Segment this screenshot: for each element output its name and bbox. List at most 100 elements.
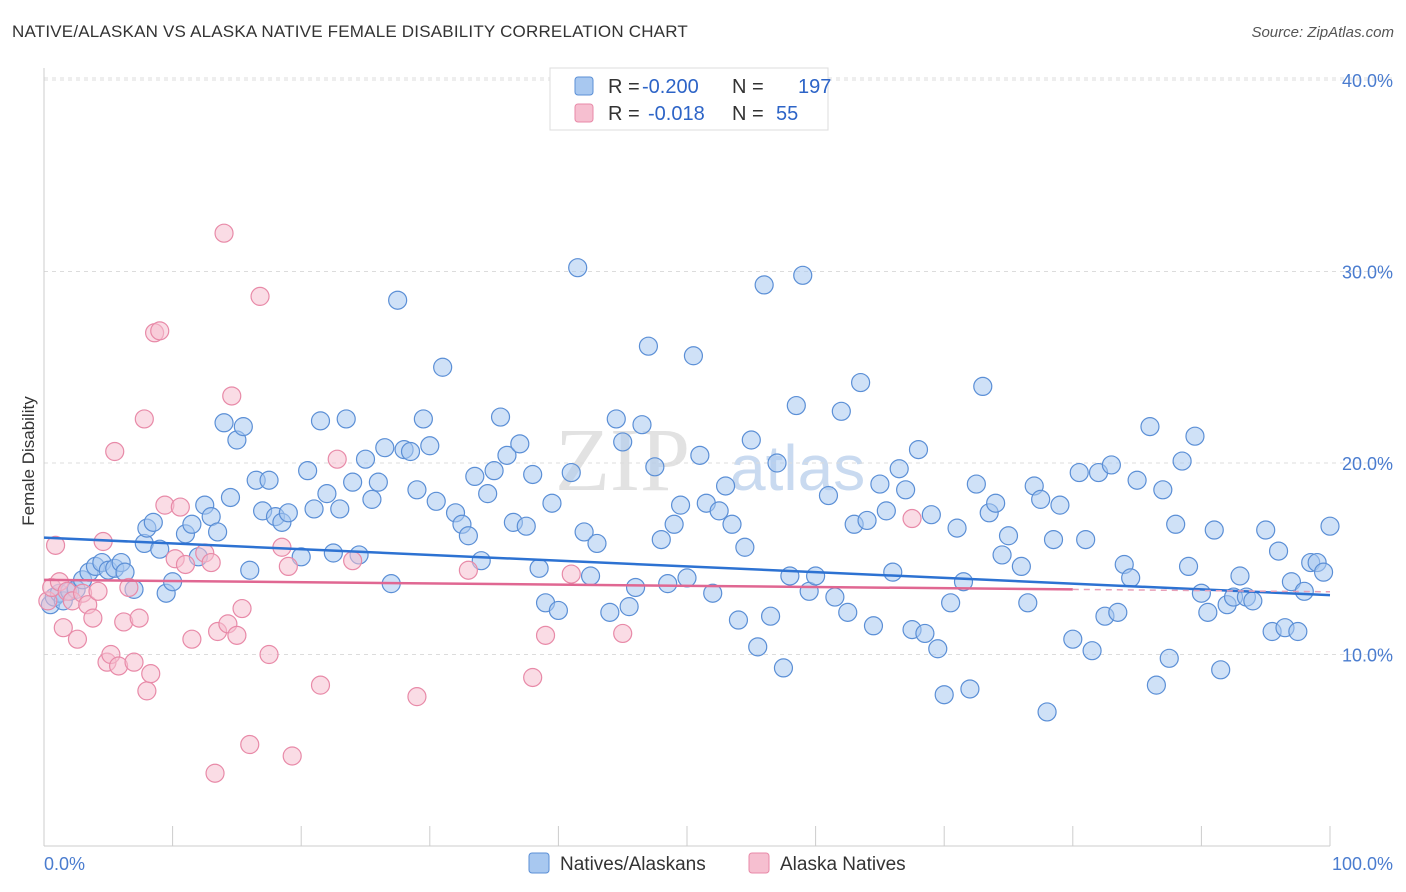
point-natives-alaskans: [793, 265, 813, 285]
point-natives-alaskans: [310, 411, 331, 431]
point-natives-alaskans: [625, 577, 646, 598]
point-natives-alaskans: [619, 597, 639, 617]
legend-r-label-2: R =: [608, 103, 640, 125]
point-natives-alaskans: [529, 558, 549, 578]
point-natives-alaskans: [1211, 660, 1231, 680]
point-natives-alaskans: [214, 413, 234, 433]
point-natives-alaskans: [838, 602, 858, 622]
trend-lines: [43, 536, 1331, 597]
point-natives-alaskans: [1198, 602, 1218, 622]
point-alaska-natives: [45, 535, 66, 555]
point-natives-alaskans: [1230, 566, 1250, 586]
point-natives-alaskans: [1031, 489, 1051, 509]
point-natives-alaskans: [150, 539, 170, 559]
point-natives-alaskans: [715, 476, 736, 496]
point-natives-alaskans: [992, 545, 1012, 565]
point-alaska-natives: [214, 223, 234, 243]
point-natives-alaskans: [484, 461, 504, 481]
point-natives-alaskans: [542, 493, 562, 513]
point-natives-alaskans: [490, 407, 511, 427]
point-alaska-natives: [105, 441, 125, 462]
point-natives-alaskans: [407, 480, 427, 500]
point-alaska-natives: [561, 564, 581, 584]
point-natives-alaskans: [998, 526, 1019, 546]
point-natives-alaskans: [1268, 541, 1289, 561]
point-alaska-natives: [150, 321, 170, 341]
point-natives-alaskans: [413, 409, 433, 429]
point-natives-alaskans: [1011, 556, 1031, 577]
point-natives-alaskans: [1127, 470, 1147, 490]
point-natives-alaskans: [876, 501, 896, 521]
point-natives-alaskans: [433, 357, 453, 377]
point-natives-alaskans: [805, 566, 826, 586]
point-natives-alaskans: [773, 658, 794, 678]
point-natives-alaskans: [1313, 562, 1334, 582]
point-natives-alaskans: [478, 484, 498, 504]
legend-n-value-2: 55: [776, 103, 798, 125]
point-natives-alaskans: [786, 395, 806, 416]
point-natives-alaskans: [1166, 514, 1186, 534]
point-natives-alaskans: [336, 409, 356, 429]
point-natives-alaskans: [580, 566, 601, 586]
point-natives-alaskans: [1191, 583, 1212, 603]
point-natives-alaskans: [343, 472, 363, 492]
x-tick-label-max: 100.0%: [1332, 854, 1393, 874]
point-natives-alaskans: [664, 514, 684, 534]
point-natives-alaskans: [709, 501, 729, 521]
legend-box: [549, 67, 829, 131]
y-tick-label: 20.0%: [1342, 454, 1393, 474]
point-natives-alaskans: [1018, 593, 1038, 613]
point-natives-alaskans: [632, 415, 652, 435]
point-natives-alaskans: [1108, 602, 1128, 622]
point-alaska-natives: [67, 629, 88, 649]
legend-swatch-blue: [574, 76, 594, 96]
point-natives-alaskans: [568, 258, 588, 278]
point-alaska-natives: [232, 598, 252, 619]
point-alaska-natives: [327, 449, 347, 469]
point-natives-alaskans: [606, 409, 626, 429]
point-alaska-natives: [134, 409, 154, 429]
point-natives-alaskans: [233, 417, 253, 437]
point-natives-alaskans: [323, 543, 343, 563]
point-natives-alaskans: [1082, 641, 1102, 661]
point-natives-alaskans: [516, 516, 536, 536]
point-natives-alaskans: [1140, 417, 1160, 437]
point-alaska-natives: [278, 556, 298, 577]
point-natives-alaskans: [973, 376, 993, 396]
point-natives-alaskans: [420, 436, 440, 456]
point-natives-alaskans: [921, 505, 941, 525]
point-natives-alaskans: [259, 470, 279, 490]
point-natives-alaskans: [368, 472, 388, 492]
point-natives-alaskans: [960, 679, 980, 699]
point-natives-alaskans: [523, 464, 543, 485]
bottom-legend-label-2: Alaska Natives: [780, 854, 906, 875]
source-credit: Source: ZipAtlas.com: [1251, 24, 1394, 41]
point-natives-alaskans: [722, 514, 742, 534]
point-natives-alaskans: [1178, 556, 1199, 577]
point-alaska-natives: [205, 763, 225, 783]
point-alaska-natives: [170, 497, 190, 517]
point-alaska-natives: [535, 625, 556, 645]
point-natives-alaskans: [298, 461, 318, 481]
bottom-legend-swatch-blue: [528, 852, 550, 874]
point-natives-alaskans: [908, 439, 929, 460]
point-alaska-natives: [902, 508, 922, 529]
point-natives-alaskans: [1043, 529, 1064, 550]
point-alaska-natives: [53, 618, 73, 638]
point-alaska-natives: [227, 625, 247, 645]
point-natives-alaskans: [683, 346, 704, 366]
point-natives-alaskans: [143, 512, 163, 532]
point-natives-alaskans: [883, 562, 903, 582]
legend: R = -0.200 N = 197 R = -0.018 N = 55: [549, 67, 831, 131]
point-natives-alaskans: [928, 639, 948, 659]
point-alaska-natives: [343, 551, 363, 571]
legend-n-label-2: N =: [732, 103, 764, 125]
point-natives-alaskans: [851, 372, 871, 393]
point-alaska-natives: [141, 664, 161, 684]
point-natives-alaskans: [645, 457, 665, 477]
point-natives-alaskans: [375, 438, 395, 458]
point-natives-alaskans: [362, 489, 382, 509]
point-natives-alaskans: [291, 547, 311, 567]
point-natives-alaskans: [735, 537, 755, 557]
